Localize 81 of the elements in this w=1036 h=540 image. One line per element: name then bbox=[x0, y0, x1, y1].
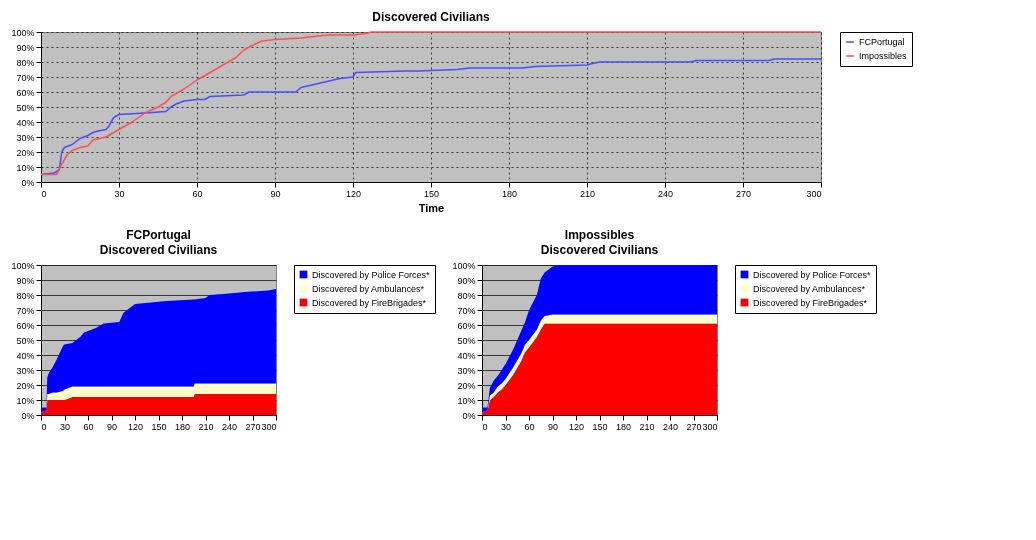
x-axis-title: Time bbox=[418, 201, 445, 214]
y-tick-label: 50% bbox=[16, 335, 35, 346]
y-tick-label: 100% bbox=[11, 27, 35, 38]
x-tick-label: 90 bbox=[270, 188, 281, 199]
chart-title: FCPortugal bbox=[126, 228, 191, 242]
x-tick-label: 30 bbox=[114, 188, 125, 199]
x-tick-label: 90 bbox=[547, 421, 559, 432]
x-tick-label: 270 bbox=[735, 188, 752, 199]
x-tick-label: 30 bbox=[59, 421, 71, 432]
y-tick-label: 90% bbox=[457, 275, 476, 286]
x-tick-label: 180 bbox=[174, 421, 191, 432]
legend-label: Discovered by Ambulances* bbox=[753, 283, 866, 294]
y-tick-label: 0% bbox=[21, 410, 35, 421]
x-tick-label: 300 bbox=[806, 188, 822, 199]
y-tick-label: 60% bbox=[16, 320, 35, 331]
x-tick-label: 60 bbox=[524, 421, 535, 432]
y-tick-label: 40% bbox=[16, 117, 35, 128]
x-tick-label: 240 bbox=[662, 421, 679, 432]
x-tick-label: 0 bbox=[41, 188, 47, 199]
y-tick-label: 30% bbox=[16, 365, 35, 376]
x-tick-label: 0 bbox=[41, 421, 47, 432]
y-tick-label: 50% bbox=[457, 335, 476, 346]
legend-label: Discovered by Police Forces* bbox=[312, 269, 431, 280]
x-tick-label: 180 bbox=[501, 188, 518, 199]
chart-title: Impossibles bbox=[564, 228, 635, 242]
y-tick-label: 20% bbox=[16, 380, 35, 391]
y-tick-label: 0% bbox=[21, 177, 35, 188]
x-tick-label: 150 bbox=[423, 188, 440, 199]
chart-subtitle: Discovered Civilians bbox=[99, 243, 218, 257]
x-tick-label: 240 bbox=[657, 188, 674, 199]
legend-label: Discovered by Police Forces* bbox=[753, 269, 872, 280]
legend-label: Discovered by Ambulances* bbox=[312, 283, 425, 294]
y-tick-label: 40% bbox=[16, 350, 35, 361]
chart-title: Discovered Civilians bbox=[372, 10, 491, 24]
x-tick-label: 180 bbox=[615, 421, 632, 432]
y-tick-label: 10% bbox=[16, 162, 35, 173]
x-tick-label: 0 bbox=[482, 421, 488, 432]
chart-subtitle: Discovered Civilians bbox=[540, 243, 659, 257]
y-tick-label: 60% bbox=[457, 320, 476, 331]
y-tick-label: 100% bbox=[452, 260, 476, 271]
legend-label: Impossibles bbox=[859, 51, 908, 61]
x-tick-label: 30 bbox=[500, 421, 512, 432]
x-tick-label: 240 bbox=[221, 421, 238, 432]
x-tick-label: 90 bbox=[106, 421, 118, 432]
x-tick-label: 120 bbox=[568, 421, 585, 432]
x-tick-label: 210 bbox=[198, 421, 214, 432]
y-tick-label: 10% bbox=[16, 395, 35, 406]
y-tick-label: 70% bbox=[457, 305, 476, 316]
x-tick-label: 300 bbox=[702, 421, 718, 432]
y-tick-label: 80% bbox=[16, 57, 35, 68]
x-tick-label: 270 bbox=[686, 421, 702, 432]
y-tick-label: 50% bbox=[16, 102, 35, 113]
x-tick-label: 150 bbox=[592, 421, 608, 432]
x-tick-label: 60 bbox=[83, 421, 94, 432]
y-tick-label: 90% bbox=[16, 275, 35, 286]
x-tick-label: 300 bbox=[261, 421, 277, 432]
legend-label: FCPortugal bbox=[859, 37, 905, 47]
legend-label: Discovered by FireBrigades* bbox=[753, 297, 868, 308]
y-tick-label: 70% bbox=[16, 305, 35, 316]
y-tick-label: 40% bbox=[457, 350, 476, 361]
y-tick-label: 30% bbox=[457, 365, 476, 376]
x-tick-label: 210 bbox=[639, 421, 655, 432]
x-tick-label: 120 bbox=[345, 188, 362, 199]
x-tick-label: 150 bbox=[151, 421, 167, 432]
x-tick-label: 210 bbox=[579, 188, 596, 199]
x-tick-label: 120 bbox=[127, 421, 144, 432]
y-tick-label: 80% bbox=[16, 290, 35, 301]
y-tick-label: 60% bbox=[16, 87, 35, 98]
x-tick-label: 60 bbox=[192, 188, 203, 199]
y-tick-label: 20% bbox=[457, 380, 476, 391]
y-tick-label: 70% bbox=[16, 72, 35, 83]
y-tick-label: 90% bbox=[16, 42, 35, 53]
y-tick-label: 30% bbox=[16, 132, 35, 143]
y-tick-label: 100% bbox=[11, 260, 35, 271]
x-tick-label: 270 bbox=[245, 421, 261, 432]
line-series bbox=[40, 58, 822, 176]
y-tick-label: 10% bbox=[457, 395, 476, 406]
y-tick-label: 80% bbox=[457, 290, 476, 301]
y-tick-label: 20% bbox=[16, 147, 35, 158]
legend-label: Discovered by FireBrigades* bbox=[312, 297, 427, 308]
y-tick-label: 0% bbox=[462, 410, 476, 421]
